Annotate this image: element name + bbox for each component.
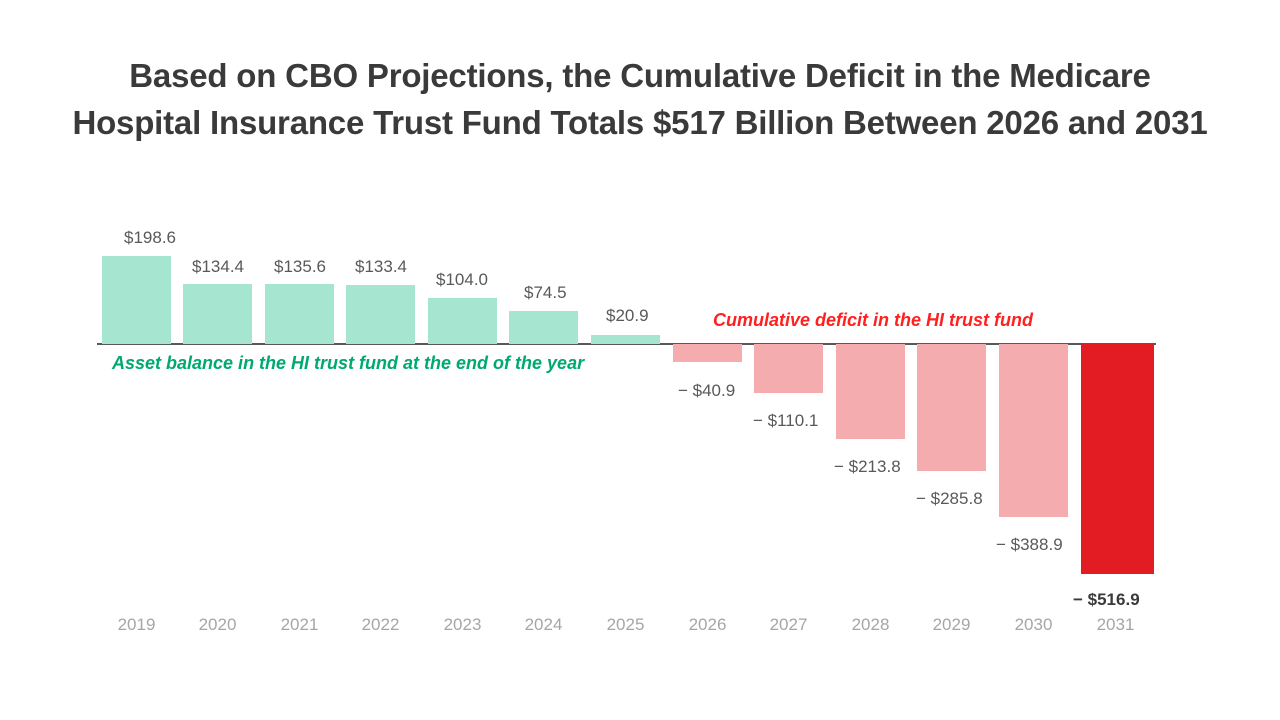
- bar-label-2021: $135.6: [274, 257, 326, 276]
- x-axis-baseline: [97, 343, 1156, 345]
- bar-label-2023: $104.0: [436, 270, 488, 289]
- tick-label-2025: 2025: [606, 615, 645, 634]
- tick-label-2022: 2022: [361, 615, 400, 634]
- bar-2031: [1081, 344, 1154, 575]
- bar-label-2031: − $516.9: [1073, 590, 1140, 609]
- bar-label-2019: $198.6: [124, 228, 176, 247]
- tick-label-2028: 2028: [851, 615, 890, 634]
- tick-label-2024: 2024: [524, 615, 563, 634]
- tick-label-2021: 2021: [280, 615, 319, 634]
- annotation-asset-balance: Asset balance in the HI trust fund at th…: [112, 353, 585, 373]
- bar-label-2028: − $213.8: [834, 457, 901, 476]
- bar-2030: [999, 344, 1068, 518]
- tick-label-2023: 2023: [443, 615, 482, 634]
- bar-2021: [265, 283, 334, 344]
- bar-label-2022: $133.4: [355, 257, 407, 276]
- annotation-cumulative-deficit: Cumulative deficit in the HI trust fund: [713, 310, 1034, 330]
- bar-2020: [183, 284, 252, 344]
- tick-label-2020: 2020: [198, 615, 237, 634]
- bar-2026: [673, 344, 742, 363]
- tick-label-2030: 2030: [1014, 615, 1053, 634]
- bar-2023: [428, 297, 497, 344]
- tick-label-2029: 2029: [932, 615, 971, 634]
- tick-label-2026: 2026: [688, 615, 727, 634]
- bar-2028: [836, 344, 905, 440]
- bar-label-2030: − $388.9: [996, 535, 1063, 554]
- bar-label-2026: − $40.9: [678, 381, 736, 400]
- bar-2027: [754, 344, 823, 393]
- tick-label-2027: 2027: [769, 615, 808, 634]
- bar-label-2024: $74.5: [524, 283, 567, 302]
- bar-2019: [102, 255, 171, 344]
- bar-2029: [917, 344, 986, 472]
- bar-label-2025: $20.9: [606, 306, 649, 325]
- bar-label-2020: $134.4: [192, 257, 244, 276]
- tick-label-2031: 2031: [1096, 615, 1135, 634]
- bar-label-2029: − $285.8: [916, 489, 983, 508]
- tick-label-2019: 2019: [117, 615, 156, 634]
- bar-2024: [509, 310, 578, 344]
- page-title: Based on CBO Projections, the Cumulative…: [72, 57, 1208, 141]
- bar-label-2027: − $110.1: [753, 411, 819, 430]
- bar-2025: [591, 334, 660, 344]
- bar-2022: [346, 284, 415, 344]
